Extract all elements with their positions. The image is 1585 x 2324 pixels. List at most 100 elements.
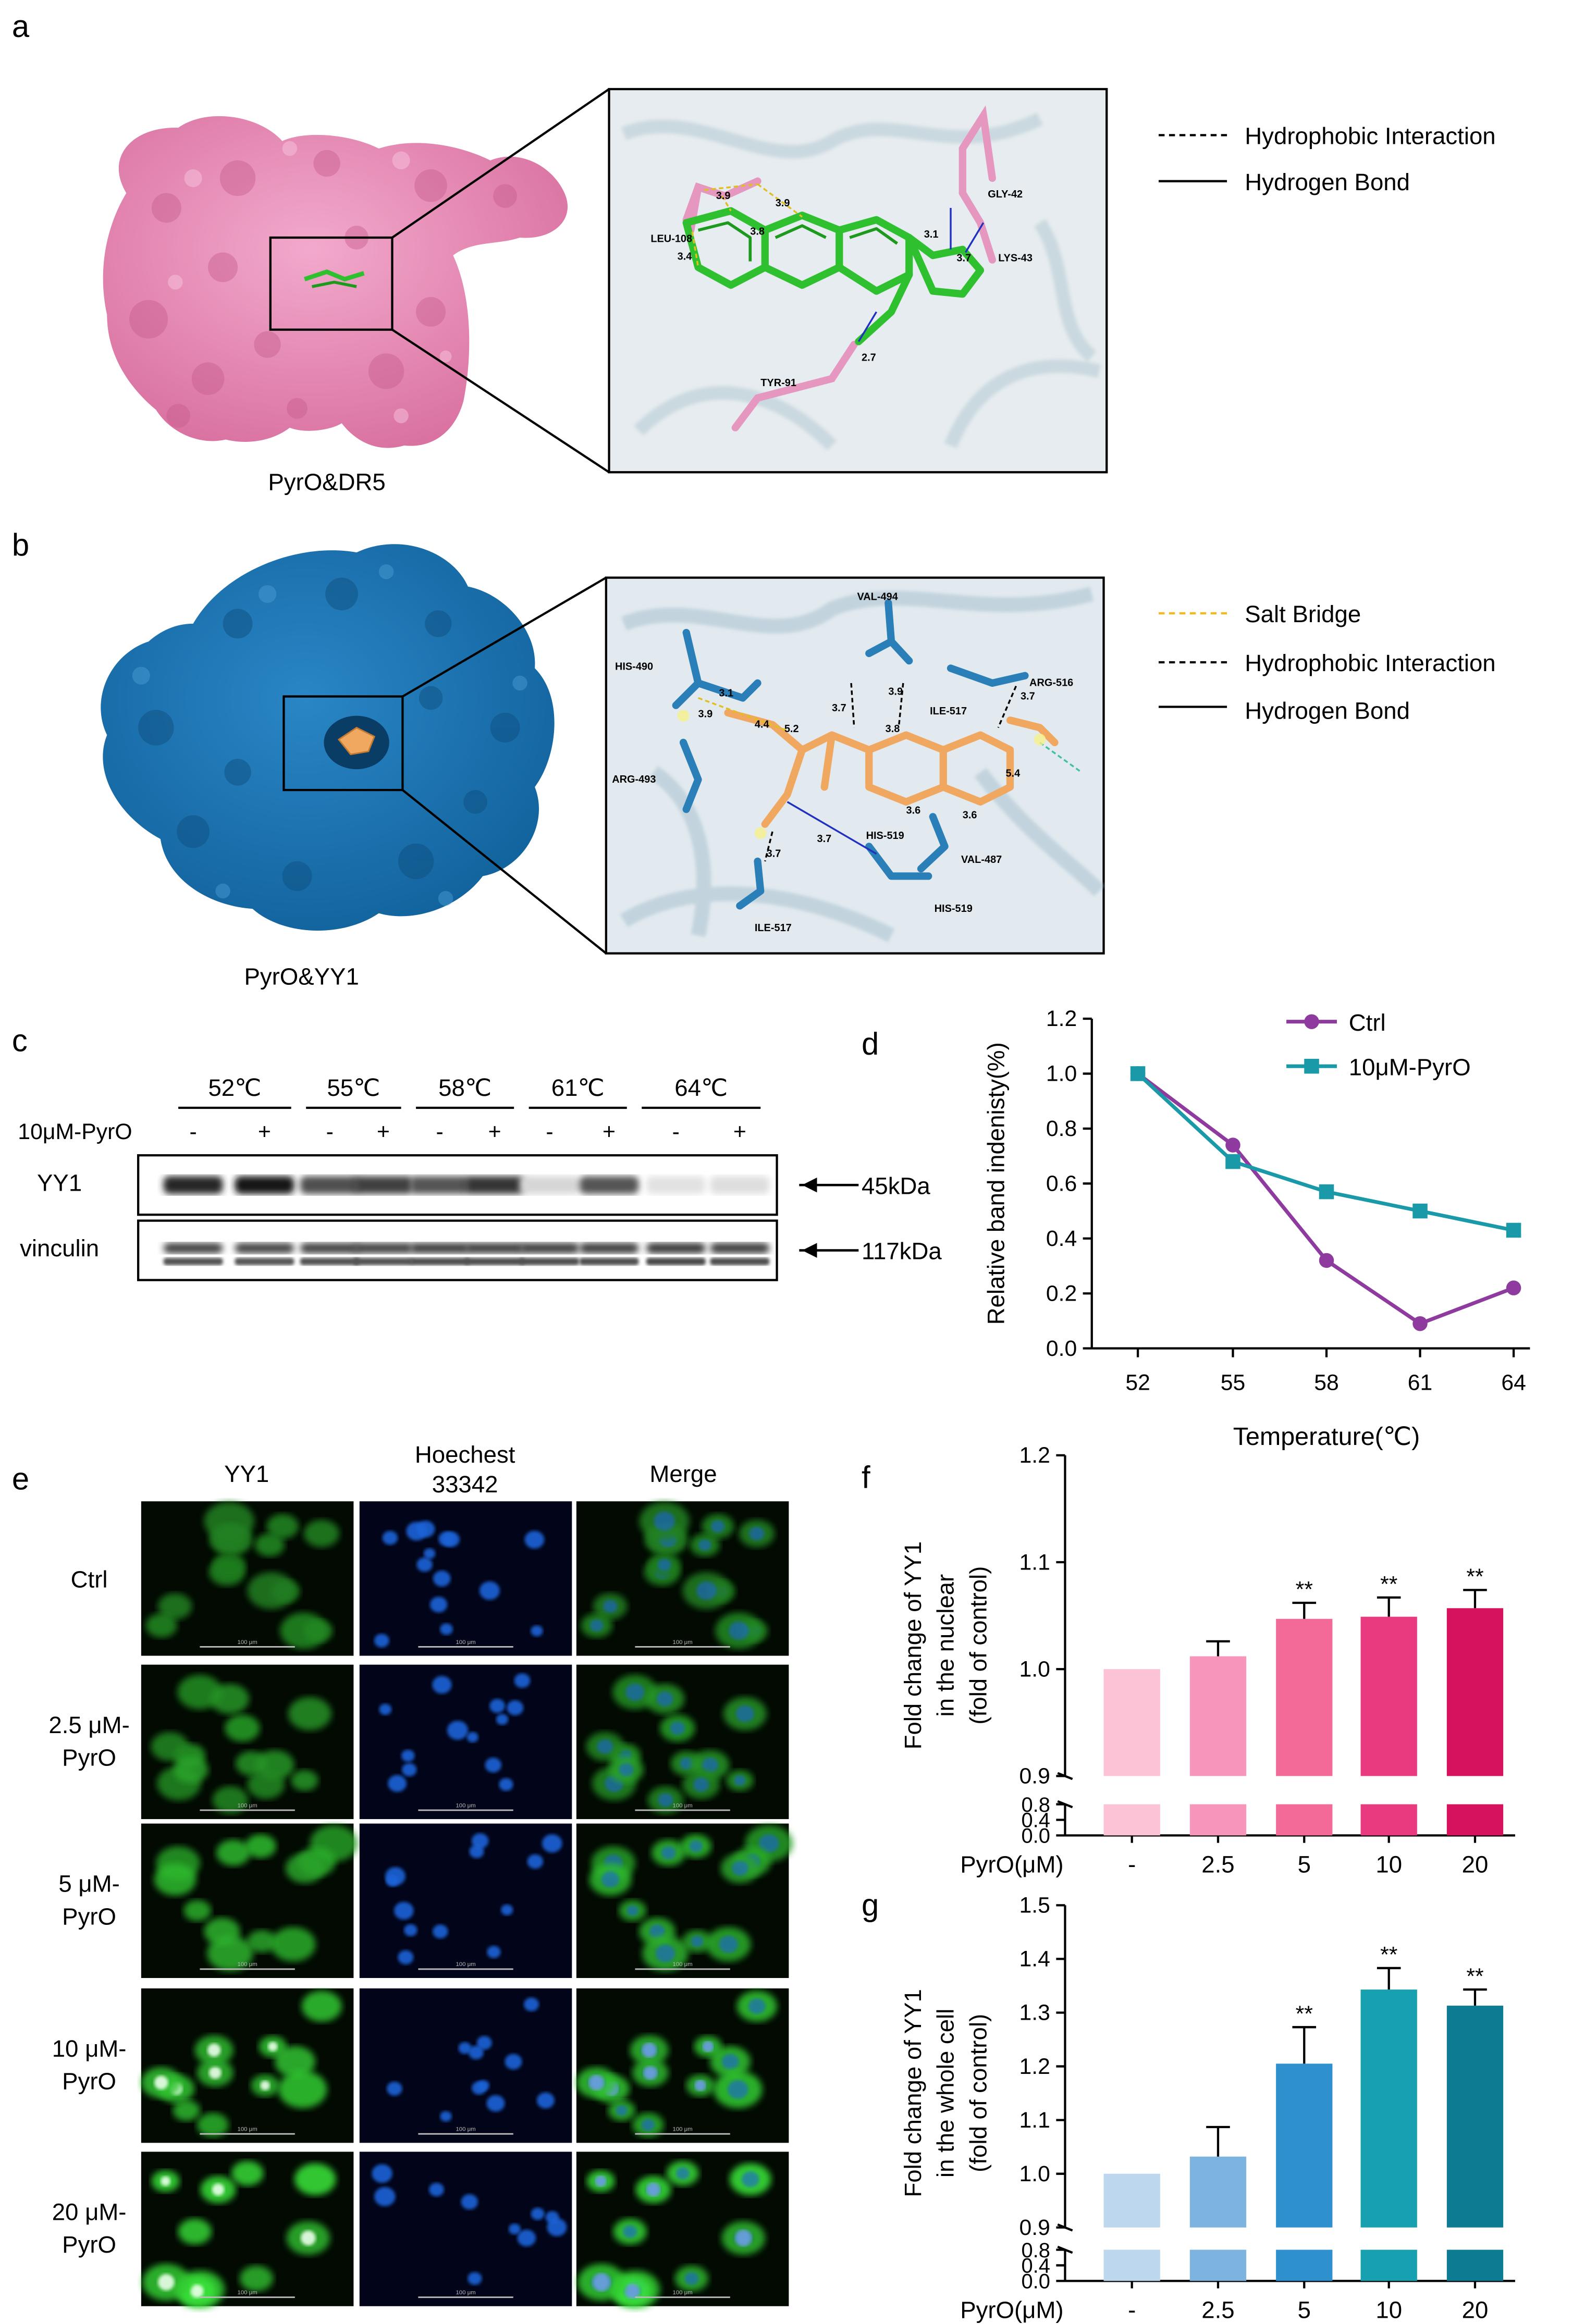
yy1-residue-label: VAL-494 <box>857 591 898 602</box>
cell-nucleus <box>646 2183 661 2197</box>
cell-nucleus <box>657 1559 671 1571</box>
scale-bar-label: 100 μm <box>456 1961 475 1968</box>
blot-band <box>235 1176 294 1194</box>
cell-nucleus <box>429 1597 448 1613</box>
scale-bar-label: 100 μm <box>456 1639 475 1646</box>
x-tick-label: 55 <box>1221 1370 1246 1395</box>
micrograph-image: 100 μm <box>359 1664 572 1820</box>
cell-nucleus <box>595 2175 607 2187</box>
yy1-distance-label: 5.4 <box>1005 768 1020 779</box>
cell-fluorescence <box>197 2112 229 2137</box>
lane-sign: - <box>436 1119 444 1144</box>
treatment-label: 10μM-PyrO <box>18 1119 132 1144</box>
cell-nucleus <box>461 2194 478 2210</box>
scale-bar-label: 100 μm <box>238 2290 257 2296</box>
blot-band <box>465 1176 525 1194</box>
y-tick-label: 0.8 <box>1046 1116 1077 1141</box>
cell-nucleus <box>382 1530 398 1545</box>
x-tick-label: 5 <box>1298 1851 1311 1878</box>
cell-nucleus <box>675 2167 690 2180</box>
cell-nucleus <box>517 2229 536 2247</box>
bar <box>1360 1989 1417 2228</box>
significance-marker: ** <box>1296 2001 1313 2026</box>
y-axis-label: in the nuclear <box>932 1574 959 1717</box>
dr5-distance-label: 3.9 <box>776 197 790 209</box>
lane-sign: + <box>258 1119 271 1144</box>
scale-bar-label: 100 μm <box>238 1961 257 1968</box>
blot-band <box>520 1257 580 1266</box>
row-label: Ctrl <box>71 1566 108 1592</box>
cell-nucleus <box>655 1944 675 1962</box>
data-point <box>1319 1253 1334 1268</box>
panel-b-caption: PyrO&YY1 <box>244 963 359 990</box>
micrograph-image: 100 μm <box>576 1501 789 1656</box>
y-tick-label: 0.0 <box>1046 1336 1077 1361</box>
cell-bright-nucleus <box>207 2043 221 2057</box>
yy1-residue-label: ILE-517 <box>755 922 792 934</box>
yy1-residue-label: ARG-493 <box>612 774 656 785</box>
cell-fluorescence <box>210 1684 250 1714</box>
cell-fluorescence <box>291 1770 318 1791</box>
cell-fluorescence <box>271 1927 316 1962</box>
scale-bar-label: 100 μm <box>673 1802 693 1809</box>
cell-nucleus <box>476 2036 492 2050</box>
bar <box>1189 2156 1247 2228</box>
cell-nucleus <box>649 1924 665 1939</box>
axis-break-mark <box>1057 1772 1073 1809</box>
cell-fluorescence <box>183 1900 212 1921</box>
x-tick-label: 2.5 <box>1201 2297 1234 2323</box>
legend-marker <box>1304 1058 1319 1074</box>
cell-nucleus <box>423 1548 436 1559</box>
cell-nucleus <box>471 1833 489 1849</box>
cell-nucleus <box>661 1846 676 1860</box>
cell-nucleus <box>524 1530 545 1549</box>
cell-nucleus <box>468 2045 484 2060</box>
x-tick-label: 20 <box>1462 1851 1489 1878</box>
panel-e: e YY1 Hoechest 33342 Merge Ctrl 100 μm 100 μm 1… <box>12 1441 793 2309</box>
cell-nucleus <box>547 2218 567 2236</box>
significance-marker: ** <box>1466 1564 1483 1589</box>
temperature-label: 61℃ <box>551 1074 605 1101</box>
legend-hydrogen-label: Hydrogen Bond <box>1245 169 1410 195</box>
x-axis-label: PyrO(μM) <box>960 1851 1063 1878</box>
cell-nucleus <box>429 2183 444 2197</box>
cell-bright-nucleus <box>154 2075 168 2090</box>
cell-fluorescence <box>154 1863 196 1896</box>
y-tick-label: 1.2 <box>1019 1443 1050 1468</box>
micrograph-image: 100 μm <box>141 1501 354 1656</box>
blot-band <box>710 1176 770 1194</box>
cell-nucleus <box>748 1998 766 2014</box>
cell-nucleus <box>394 1901 414 1920</box>
data-point <box>1225 1154 1240 1169</box>
marker-arrow-head <box>802 1243 817 1258</box>
cell-nucleus <box>485 1758 502 1773</box>
scale-bar-label: 100 μm <box>673 2127 693 2133</box>
cell-nucleus <box>433 1924 448 1939</box>
cell-nucleus <box>514 1673 531 1688</box>
cell-nucleus <box>702 2041 714 2052</box>
cell-bright-nucleus <box>190 2284 204 2298</box>
micrograph-background <box>359 1823 572 1978</box>
blot-band <box>163 1257 223 1266</box>
temperature-label: 55℃ <box>327 1074 380 1101</box>
cell-fluorescence <box>216 1839 251 1866</box>
significance-marker: ** <box>1296 1577 1313 1602</box>
cell-nucleus <box>374 2187 396 2206</box>
cell-fluorescence <box>247 1930 277 1953</box>
cell-nucleus <box>379 1703 392 1715</box>
row-label: PyrO <box>62 2068 116 2095</box>
blot-band <box>410 1176 470 1194</box>
cell-nucleus <box>741 2171 759 2187</box>
cell-nucleus <box>416 1521 435 1538</box>
scale-bar-label: 100 μm <box>673 1961 693 1968</box>
y-tick-label: 1.2 <box>1019 2054 1050 2079</box>
yy1-distance-label: 3.7 <box>832 702 846 714</box>
y-tick-label: 0.4 <box>1046 1226 1077 1251</box>
blot-band <box>520 1176 580 1194</box>
y-tick-label: 0.4 <box>1022 1809 1050 1832</box>
dr5-residue-label: LEU-108 <box>650 233 692 245</box>
x-axis-label: PyrO(μM) <box>960 2297 1063 2323</box>
marker-arrow-head <box>802 1177 817 1193</box>
panel-c: c 52℃ 55℃ 58℃ 61℃ 64℃ 10μM-PyrO - + - + - + - + - + YY1 4… <box>12 1023 942 1281</box>
yy1-distance-label: 3.7 <box>767 848 781 859</box>
